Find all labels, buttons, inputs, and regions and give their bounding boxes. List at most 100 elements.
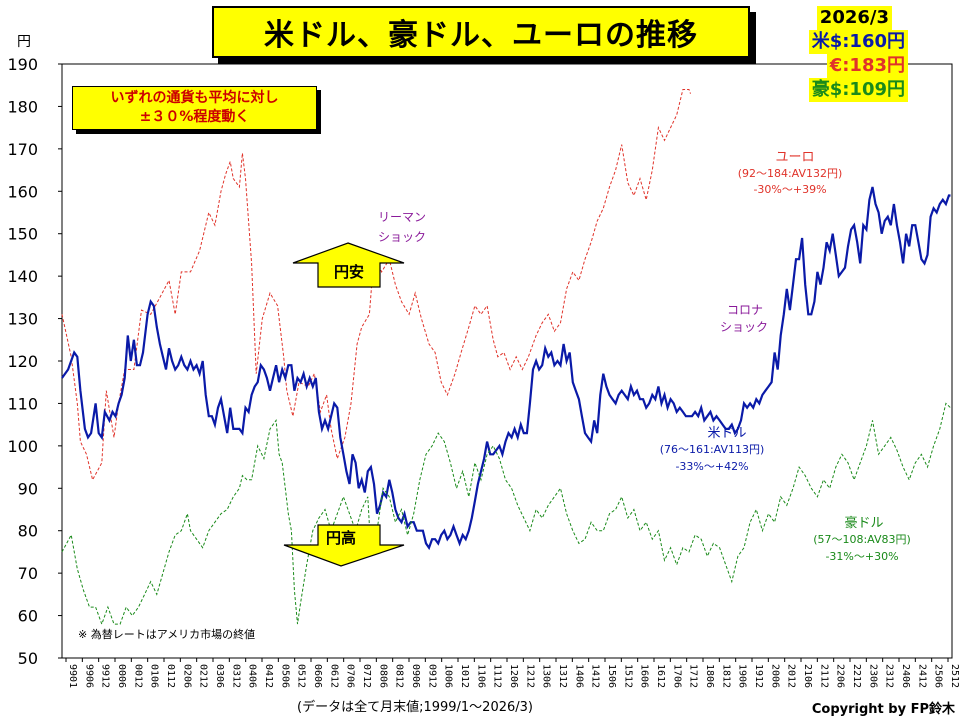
volatility-note-line2: ±３０%程度動く (139, 109, 250, 125)
x-tick-label: 0706 (345, 664, 356, 688)
x-axis: 9901 9906 9912 0006 0012 0106 0112 0206 0212 0306… (65, 658, 960, 688)
chart-title: 米ドル、豪ドル、ユーロの推移 (212, 6, 750, 58)
x-tick-label: 0312 (230, 664, 241, 688)
x-tick-label: 1512 (622, 664, 633, 688)
y-tick-label: 70 (18, 564, 38, 583)
x-tick-label: 0812 (394, 664, 405, 688)
aud-label-name: 豪ドル (844, 515, 883, 531)
series-line-米ドル (61, 186, 951, 551)
x-tick-label: 0712 (361, 664, 372, 688)
x-tick-label: 2012 (786, 664, 797, 688)
x-tick-label: 2406 (900, 664, 911, 688)
usd-label-pct: -33%～+42% (675, 460, 748, 473)
x-tick-label: 1812 (720, 664, 731, 688)
x-tick-label: 1906 (737, 664, 748, 688)
y-tick-label: 100 (7, 437, 38, 456)
corona-label-2: ショック (720, 320, 768, 334)
x-tick-label: 2412 (916, 664, 927, 688)
y-tick-label: 170 (7, 140, 38, 159)
plot-frame (61, 63, 953, 659)
market-note: ※ 為替レートはアメリカ市場の終値 (78, 627, 255, 641)
x-tick-label: 0912 (426, 664, 437, 688)
x-tick-label: 1206 (508, 664, 519, 688)
aud-label-pct: -31%～+30% (825, 550, 898, 563)
x-tick-label: 0206 (181, 664, 192, 688)
usd-rate-badge: 米$:160円 (808, 30, 908, 54)
x-tick-label: 9901 (67, 664, 78, 688)
x-tick-label: 1606 (639, 664, 650, 688)
chart-grid (61, 63, 953, 659)
x-tick-label: 1506 (606, 664, 617, 688)
x-tick-label: 1212 (524, 664, 535, 688)
x-tick-label: 1112 (492, 664, 503, 688)
aud-rate-badge: 豪$:109円 (808, 78, 908, 102)
y-tick-label: 140 (7, 267, 38, 286)
x-tick-label: 1806 (704, 664, 715, 688)
x-tick-label: 2212 (851, 664, 862, 688)
aud-label-range: (57～108:AV83円) (813, 533, 911, 546)
volatility-note-line1: いずれの通貨も平均に対し (110, 90, 279, 106)
x-tick-label: 1412 (590, 664, 601, 688)
x-tick-label: 0212 (198, 664, 209, 688)
yen-weak-arrow: 円安 (292, 242, 405, 288)
eur-rate-badge: €:183円 (826, 54, 908, 78)
x-tick-label: 1312 (557, 664, 568, 688)
copyright: Copyright by FP鈴木 (812, 701, 956, 717)
series-line-ユーロ (61, 89, 691, 482)
x-tick-label: 1706 (671, 664, 682, 688)
volatility-note: いずれの通貨も平均に対し ±３０%程度動く (72, 86, 317, 130)
x-tick-label: 0306 (214, 664, 225, 688)
date-badge: 2026/3 (816, 6, 892, 30)
x-tick-label: 0806 (377, 664, 388, 688)
x-tick-label: 2512 (949, 664, 960, 688)
series-line-豪ドル (61, 402, 951, 626)
x-tick-label: 2306 (867, 664, 878, 688)
euro-label-pct: -30%～+39% (753, 183, 826, 196)
chart-title-text: 米ドル、豪ドル、ユーロの推移 (264, 18, 698, 53)
y-tick-label: 110 (7, 394, 38, 413)
y-tick-label: 50 (18, 649, 38, 668)
x-tick-label: 1306 (541, 664, 552, 688)
corona-label-1: コロナ (727, 303, 763, 317)
x-tick-label: 0406 (247, 664, 258, 688)
lehman-label-2: ショック (378, 230, 426, 244)
y-tick-label: 60 (18, 607, 38, 626)
data-note: (データは全て月末値;1999/1～2026/3) (297, 699, 533, 715)
x-tick-label: 2112 (818, 664, 829, 688)
yen-strong-label: 円高 (326, 529, 356, 547)
y-tick-label: 190 (7, 55, 38, 74)
yen-strong-arrow: 円高 (283, 524, 405, 567)
x-tick-label: 2206 (835, 664, 846, 688)
x-tick-label: 0412 (263, 664, 274, 688)
x-tick-label: 0512 (296, 664, 307, 688)
y-axis: 50 60 70 80 90 100 110 120 130 140 150 160 170 180 190 (7, 55, 62, 668)
y-tick-label: 120 (7, 352, 38, 371)
y-tick-label: 130 (7, 310, 38, 329)
x-tick-label: 0006 (116, 664, 127, 688)
y-axis-unit: 円 (17, 34, 31, 50)
x-tick-label: 1106 (475, 664, 486, 688)
y-tick-label: 160 (7, 182, 38, 201)
x-tick-label: 9912 (100, 664, 111, 688)
euro-label-range: (92～184:AV132円) (738, 167, 843, 180)
x-tick-label: 2106 (802, 664, 813, 688)
y-tick-label: 90 (18, 479, 38, 498)
x-tick-label: 1912 (753, 664, 764, 688)
x-tick-label: 0112 (165, 664, 176, 688)
x-tick-label: 9906 (83, 664, 94, 688)
x-tick-label: 0906 (410, 664, 421, 688)
x-tick-label: 0506 (279, 664, 290, 688)
x-tick-label: 0012 (132, 664, 143, 688)
x-tick-label: 0612 (328, 664, 339, 688)
euro-label-name: ユーロ (775, 150, 814, 165)
series-lines (61, 89, 951, 626)
x-tick-label: 0106 (149, 664, 160, 688)
usd-label-range: (76～161:AV113円) (660, 443, 765, 456)
usd-label-name: 米ドル (707, 426, 746, 441)
x-tick-label: 1006 (443, 664, 454, 688)
y-tick-label: 150 (7, 225, 38, 244)
x-tick-label: 1712 (688, 664, 699, 688)
yen-weak-label: 円安 (334, 263, 364, 281)
x-tick-label: 2506 (933, 664, 944, 688)
